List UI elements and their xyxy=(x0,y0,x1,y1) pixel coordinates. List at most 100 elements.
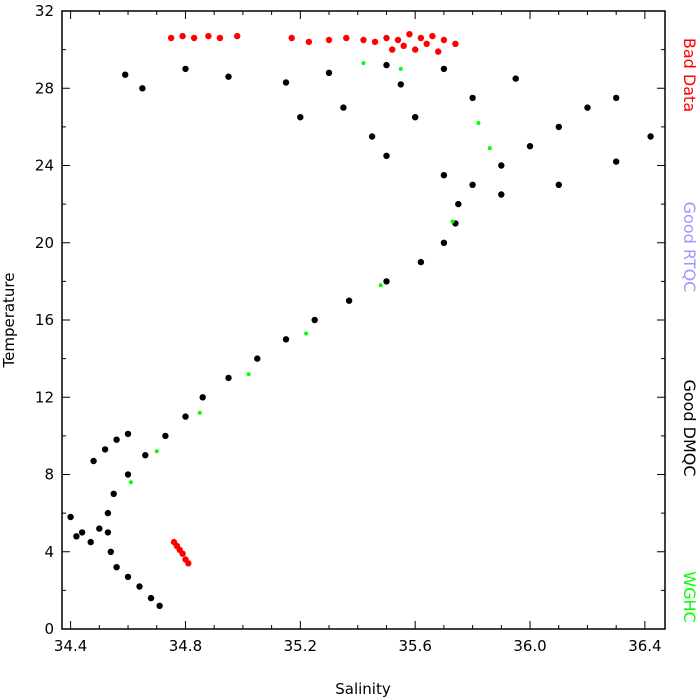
good-dmqc-point-18 xyxy=(345,297,353,304)
y-tick-label: 8 xyxy=(44,466,54,484)
wghc-point-8 xyxy=(476,121,481,125)
good-dmqc-point-54 xyxy=(182,65,189,73)
good-dmqc-point-45 xyxy=(368,133,376,140)
good-dmqc-point-46 xyxy=(412,114,419,121)
bad-data-point-14 xyxy=(406,31,413,38)
good-dmqc-point-39 xyxy=(647,133,654,140)
good-dmqc-point-17 xyxy=(311,316,318,324)
good-dmqc-point-42 xyxy=(498,191,505,198)
bad-data-point-8 xyxy=(325,36,333,44)
bad-data-point-0 xyxy=(167,34,175,42)
good-dmqc-point-35 xyxy=(526,143,534,150)
legend-entry-good-rtqc: Good RTQC xyxy=(680,202,699,293)
x-tick-label: 34.4 xyxy=(54,637,87,655)
good-dmqc-point-9 xyxy=(124,471,132,478)
x-axis-title: Salinity xyxy=(335,680,391,698)
wghc-point-9 xyxy=(398,66,403,71)
bad-data-point-17 xyxy=(440,36,448,44)
bad-data-point-18 xyxy=(452,40,459,47)
bad-data-point-12 xyxy=(383,34,390,42)
good-dmqc-point-30 xyxy=(101,446,109,453)
good-dmqc-point-48 xyxy=(512,75,519,82)
good-dmqc-point-7 xyxy=(104,509,112,517)
good-dmqc-point-58 xyxy=(340,104,347,111)
bad-data-point-9 xyxy=(343,34,350,42)
wghc-point-6 xyxy=(450,219,455,224)
wghc-point-10 xyxy=(361,61,366,66)
bad-data-point-19 xyxy=(400,42,407,49)
bad-data-point-16 xyxy=(429,32,436,40)
bad-data-point-23 xyxy=(389,46,396,53)
good-dmqc-point-53 xyxy=(225,73,232,80)
bad-data-point-20 xyxy=(412,46,419,53)
good-dmqc-point-8 xyxy=(110,490,117,497)
good-dmqc-point-59 xyxy=(397,81,404,88)
y-tick-label: 16 xyxy=(35,311,54,329)
bad-data-point-21 xyxy=(423,40,430,47)
good-dmqc-point-43 xyxy=(440,172,448,179)
good-dmqc-point-23 xyxy=(455,200,462,208)
bad-data-point-5 xyxy=(234,32,241,40)
y-tick-label: 4 xyxy=(44,543,54,561)
good-dmqc-point-20 xyxy=(417,258,425,266)
good-dmqc-point-38 xyxy=(613,94,620,102)
good-dmqc-point-57 xyxy=(297,114,304,121)
good-dmqc-point-37 xyxy=(584,104,591,111)
wghc-point-5 xyxy=(378,283,383,288)
good-dmqc-point-24 xyxy=(78,529,86,536)
bad-data-point-6 xyxy=(288,34,295,42)
y-tick-label: 12 xyxy=(35,388,54,406)
good-dmqc-point-13 xyxy=(199,394,206,401)
good-dmqc-point-19 xyxy=(383,278,390,285)
bad-data-point-11 xyxy=(371,38,379,46)
legend-layer: Bad Data Good RTQC Good DMQC WGHC xyxy=(680,38,699,623)
good-dmqc-point-47 xyxy=(469,94,476,102)
good-dmqc-point-44 xyxy=(383,152,390,159)
y-tick-label: 0 xyxy=(44,620,54,638)
wghc-point-3 xyxy=(246,372,251,377)
bad-data-point-27 xyxy=(179,550,186,557)
x-tick-label: 34.8 xyxy=(169,637,202,655)
bad-data-point-22 xyxy=(435,48,442,55)
good-dmqc-point-10 xyxy=(142,452,149,459)
good-dmqc-point-15 xyxy=(254,355,261,362)
x-tick-label: 36.4 xyxy=(628,637,661,655)
good-dmqc-point-28 xyxy=(67,513,74,521)
bad-data-point-7 xyxy=(305,38,313,46)
good-dmqc-point-5 xyxy=(107,548,115,555)
good-dmqc-point-16 xyxy=(282,336,290,343)
bad-data-point-15 xyxy=(417,34,425,42)
legend-entry-wghc: WGHC xyxy=(680,571,699,622)
good-dmqc-point-51 xyxy=(325,69,333,77)
good-dmqc-point-14 xyxy=(225,374,232,382)
good-dmqc-point-49 xyxy=(440,65,448,73)
bad-data-point-4 xyxy=(216,34,224,42)
good-dmqc-point-31 xyxy=(113,436,120,443)
bad-data-point-2 xyxy=(190,34,198,42)
bad-data-point-29 xyxy=(185,560,192,567)
good-dmqc-point-34 xyxy=(498,162,505,169)
ticks-layer: 34.4 34.8 35.2 35.6 36.0 36.4 0 4 8 12 16 20 24 28 32 xyxy=(35,2,665,655)
good-dmqc-point-33 xyxy=(469,181,476,188)
x-tick-label: 35.6 xyxy=(398,637,431,655)
bad-data-point-1 xyxy=(179,32,186,40)
x-tick-label: 35.2 xyxy=(284,637,317,655)
good-dmqc-point-41 xyxy=(555,181,562,188)
wghc-point-0 xyxy=(128,480,133,485)
legend-entry-bad-data: Bad Data xyxy=(680,38,699,112)
series-layer xyxy=(67,31,654,609)
good-dmqc-point-29 xyxy=(90,457,97,465)
good-dmqc-point-3 xyxy=(124,573,132,581)
legend-entry-good-dmqc: Good DMQC xyxy=(680,379,699,476)
good-dmqc-point-11 xyxy=(162,432,169,440)
plot-frame xyxy=(61,10,666,630)
good-dmqc-point-2 xyxy=(136,583,143,590)
good-dmqc-point-21 xyxy=(440,239,448,246)
good-dmqc-point-27 xyxy=(96,525,103,532)
good-dmqc-point-56 xyxy=(122,71,129,78)
wghc-point-4 xyxy=(304,331,309,336)
good-dmqc-point-1 xyxy=(147,594,155,602)
y-tick-label: 20 xyxy=(35,234,54,252)
good-dmqc-point-12 xyxy=(182,413,189,420)
